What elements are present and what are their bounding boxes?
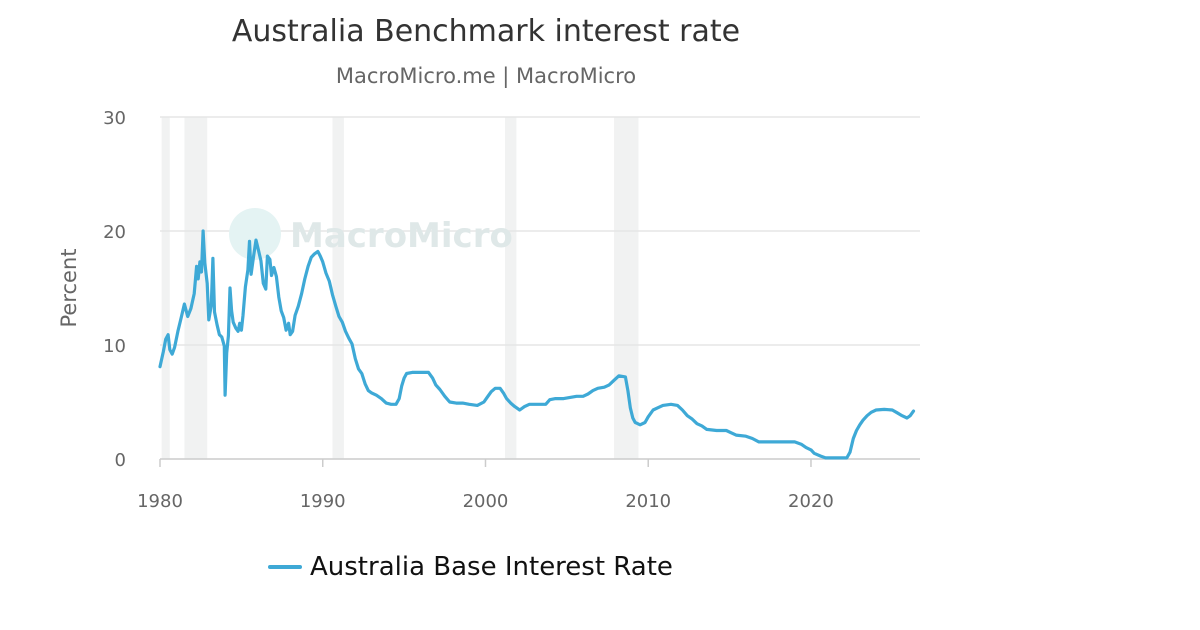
legend-label: Australia Base Interest Rate (310, 552, 673, 582)
recession-band (332, 117, 344, 459)
chart-title: Australia Benchmark interest rate (231, 14, 741, 49)
y-axis: 0 10 20 30 (103, 108, 126, 471)
recession-band (614, 117, 639, 459)
legend[interactable]: Australia Base Interest Rate (268, 552, 673, 582)
x-tick-label: 1990 (300, 491, 346, 512)
x-axis: 1980 1990 2000 2010 2020 (137, 458, 920, 512)
x-tick-label: 2010 (625, 491, 671, 512)
gridlines (160, 116, 920, 346)
x-tick-label: 1980 (137, 491, 183, 512)
x-tick-label: 2020 (788, 491, 834, 512)
legend-swatch (268, 565, 302, 569)
watermark-text: MacroMicro (290, 216, 513, 256)
watermark-logo: MacroMicro (229, 208, 513, 260)
y-tick-label: 0 (115, 450, 126, 471)
y-axis-title: Percent (57, 248, 81, 327)
y-tick-label: 10 (103, 336, 126, 357)
y-tick-label: 30 (103, 108, 126, 129)
recession-band (505, 117, 517, 459)
watermark-icon (229, 208, 281, 260)
x-tick-label: 2000 (463, 491, 509, 512)
series-group (158, 229, 916, 460)
series-line[interactable] (158, 229, 916, 460)
recession-band (161, 117, 170, 459)
y-tick-label: 20 (103, 222, 126, 243)
recession-bands (161, 117, 639, 459)
chart-subtitle: MacroMicro.me | MacroMicro (335, 64, 637, 88)
